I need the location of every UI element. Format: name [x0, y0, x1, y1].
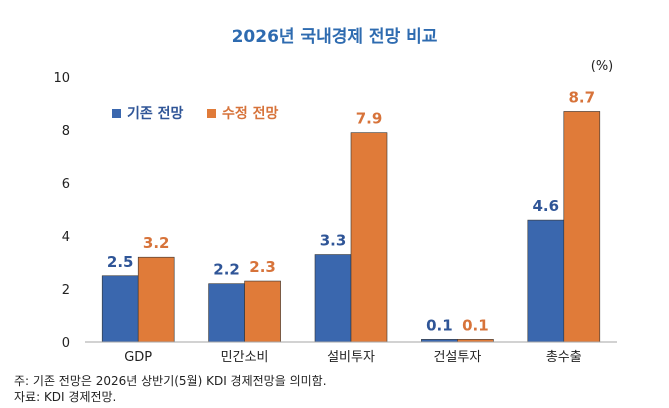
legend-label: 기존 전망 [127, 105, 184, 122]
source-note: 자료: KDI 경제전망. [14, 390, 117, 404]
bar-revised [244, 280, 281, 343]
bar-baseline [101, 275, 139, 343]
data-label: 3.3 [320, 232, 347, 250]
data-label: 3.2 [143, 234, 170, 252]
category-label: 총수출 [546, 350, 582, 365]
bar-revised [137, 256, 175, 343]
data-label: 0.1 [426, 316, 453, 334]
bar-baseline [527, 219, 565, 343]
category-label: 건설투자 [433, 350, 481, 365]
y-tick-label: 6 [62, 177, 70, 192]
y-tick-label: 2 [62, 283, 70, 298]
bar-baseline [314, 254, 352, 343]
bar-revised [563, 111, 601, 343]
data-label: 8.7 [569, 88, 596, 106]
y-tick-label: 0 [62, 336, 70, 351]
bar-baseline [208, 283, 245, 343]
bars: 2.5 3.2 2.2 2.3 3.3 7.9 0.1 0.1 4.6 8.7 [101, 88, 601, 343]
legend-label: 수정 전망 [222, 105, 279, 122]
chart-title: 2026년 국내경제 전망 비교 [231, 27, 438, 47]
category-label: GDP [124, 350, 152, 365]
data-label: 4.6 [533, 197, 560, 215]
y-tick-label: 4 [62, 230, 70, 245]
bar-revised [350, 132, 388, 343]
footnote: 주: 기존 전망은 2026년 상반기(5월) KDI 경제전망을 의미함. [14, 374, 327, 388]
category-label: 설비투자 [327, 350, 375, 365]
data-label: 2.2 [213, 261, 240, 279]
legend: 기존 전망 수정 전망 [112, 105, 279, 122]
data-label: 0.1 [462, 316, 489, 334]
data-label: 2.3 [249, 258, 276, 276]
y-tick-label: 8 [62, 124, 70, 139]
x-axis: GDP 민간소비 설비투자 건설투자 총수출 [85, 341, 617, 365]
y-axis: 0 2 4 6 8 10 [53, 71, 70, 351]
y-tick-label: 10 [53, 71, 70, 86]
data-label: 2.5 [107, 253, 134, 271]
category-label: 민간소비 [221, 350, 269, 365]
legend-swatch [112, 109, 121, 118]
data-label: 7.9 [356, 110, 383, 128]
unit-label: (%) [591, 59, 614, 74]
legend-swatch [207, 109, 216, 118]
